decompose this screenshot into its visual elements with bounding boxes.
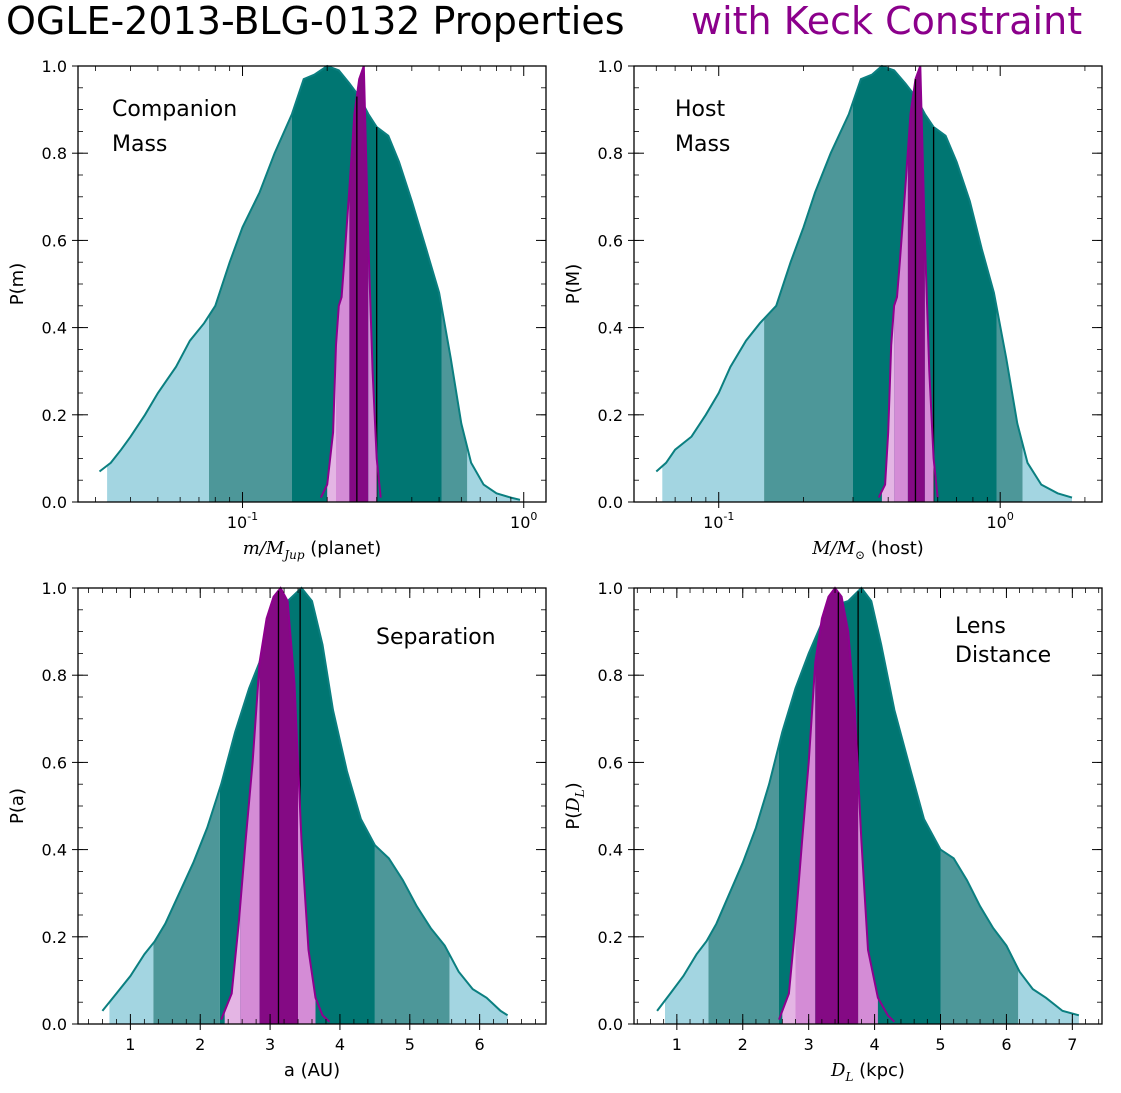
x-tick-label: 2 [195, 1035, 205, 1054]
y-tick-label: 0.2 [42, 928, 67, 947]
y-tick-label: 0.6 [598, 231, 623, 250]
x-tick-label: 6 [1001, 1035, 1011, 1054]
keck-constraint-title: with Keck Constraint [691, 0, 1083, 43]
y-axis-label: P(DL) [563, 782, 587, 829]
x-tick-label: 1 [125, 1035, 135, 1054]
y-tick-label: 0.0 [598, 1015, 623, 1034]
x-axis-label: M/M⊙ (host) [811, 538, 924, 562]
x-tick-label: 100 [987, 510, 1014, 532]
x-tick-label: 10-1 [703, 510, 734, 532]
panel-annotation: Mass [675, 132, 730, 157]
keck-band-2 [907, 66, 925, 502]
x-tick-label: 4 [335, 1035, 345, 1054]
y-tick-label: 0.4 [598, 841, 623, 860]
y-tick-label: 0.4 [42, 319, 67, 338]
keck-band-3 [858, 775, 878, 1024]
prior-curve [101, 586, 509, 1017]
prior-band-5 [1018, 969, 1079, 1024]
prior-band-1 [665, 937, 709, 1024]
prior-band-4 [441, 305, 468, 502]
prior-band-1 [107, 315, 209, 502]
prior-band-4 [374, 845, 450, 1024]
prior-curve [655, 64, 1073, 499]
panel-distance: 0.0 0.2 0.4 0.6 0.8 1.0 1 2 3 4 5 6 7 DL (kpc) P(DL) Le… [563, 579, 1103, 1084]
y-axis-label: P(a) [7, 788, 28, 824]
x-tick-label: 7 [1067, 1035, 1077, 1054]
prior-band-4 [996, 305, 1023, 502]
prior-band-2 [708, 745, 779, 1024]
keck-band-1 [240, 662, 260, 1024]
y-axis-label: P(M) [563, 264, 584, 304]
x-tick-label: 2 [738, 1035, 748, 1054]
prior-band-5 [1022, 443, 1072, 502]
panel-annotation: Distance [955, 643, 1051, 668]
prior-band-5 [467, 447, 520, 502]
prior-band-5 [449, 954, 508, 1024]
y-tick-label: 0.0 [598, 493, 623, 512]
prior-band-1 [109, 942, 154, 1024]
y-tick-label: 0.4 [42, 841, 67, 860]
keck-band-3 [298, 762, 316, 1024]
keck-band-0 [782, 923, 796, 1024]
prior-band-2 [153, 788, 220, 1024]
keck-band-0 [327, 345, 336, 502]
keck-curve [220, 586, 331, 1023]
y-tick-label: 0.4 [598, 319, 623, 338]
keck-band-2 [815, 588, 859, 1024]
prior-band-2 [209, 114, 292, 502]
y-tick-label: 0.2 [598, 406, 623, 425]
y-tick-label: 1.0 [42, 579, 67, 598]
panel-annotation: Companion [112, 97, 237, 122]
y-tick-label: 0.8 [42, 666, 67, 685]
keck-curve [877, 65, 939, 499]
y-tick-label: 1.0 [598, 579, 623, 598]
y-tick-label: 0.6 [42, 231, 67, 250]
y-tick-label: 0.8 [42, 144, 67, 163]
keck-band-1 [894, 151, 908, 502]
panel-annotation: Separation [376, 625, 496, 650]
y-tick-label: 0.6 [42, 753, 67, 772]
x-tick-label: 3 [265, 1035, 275, 1054]
keck-band-1 [336, 188, 350, 502]
x-tick-label: 3 [804, 1035, 814, 1054]
x-axis-label: DL (kpc) [830, 1060, 905, 1084]
x-tick-label: 5 [935, 1035, 945, 1054]
y-tick-label: 0.2 [42, 406, 67, 425]
y-tick-label: 1.0 [598, 57, 623, 76]
x-tick-label: 100 [510, 510, 537, 532]
figure-title: OGLE-2013-BLG-0132 Properties [6, 0, 625, 43]
y-axis-label: P(m) [7, 263, 28, 305]
x-tick-label: 1 [672, 1035, 682, 1054]
keck-band-2 [349, 66, 369, 502]
y-tick-label: 0.0 [42, 493, 67, 512]
x-tick-label: 6 [475, 1035, 485, 1054]
prior-band-1 [662, 318, 765, 502]
y-tick-label: 0.6 [598, 753, 623, 772]
x-axis-label: m/MJup (planet) [243, 538, 382, 562]
keck-band-1 [795, 662, 816, 1024]
panel-annotation: Mass [112, 132, 167, 157]
x-tick-label: 10-1 [227, 510, 258, 532]
panel-separation: 0.0 0.2 0.4 0.6 0.8 1.0 1 2 3 4 5 6 a (AU) P(a) Separa… [7, 579, 547, 1081]
x-axis-label: a (AU) [284, 1060, 340, 1081]
panel-annotation: Host [675, 97, 725, 122]
x-tick-label: 5 [405, 1035, 415, 1054]
x-tick-label: 4 [869, 1035, 879, 1054]
y-tick-label: 0.0 [42, 1015, 67, 1034]
keck-band-0 [224, 907, 241, 1024]
y-tick-label: 0.2 [598, 928, 623, 947]
prior-band-2 [764, 102, 853, 503]
y-tick-label: 1.0 [42, 57, 67, 76]
keck-curve [320, 65, 382, 499]
y-tick-label: 0.8 [598, 666, 623, 685]
prior-band-4 [940, 849, 1019, 1024]
y-tick-label: 0.8 [598, 144, 623, 163]
panel-annotation: Lens [955, 614, 1006, 639]
panel-companion: 0.0 0.2 0.4 0.6 0.8 1.0 10-1 100 m/MJup (planet)… [7, 57, 547, 562]
panel-host: 0.0 0.2 0.4 0.6 0.8 1.0 10-1 100 M/M⊙ (host) P(M)… [563, 57, 1103, 562]
